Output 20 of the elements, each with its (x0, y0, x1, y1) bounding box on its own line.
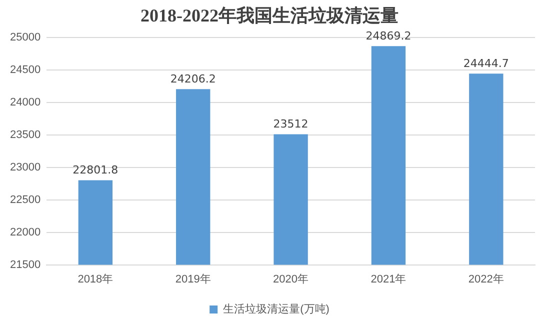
y-tick-label: 24000 (10, 96, 41, 109)
y-tick-label: 24500 (10, 64, 41, 76)
x-tick-label: 2022年 (468, 273, 504, 286)
y-tick-label: 23500 (10, 129, 41, 142)
data-label: 24206.2 (170, 72, 216, 86)
y-tick-label: 22000 (10, 226, 41, 238)
data-label: 24869.2 (366, 29, 412, 42)
chart-title: 2018-2022年我国生活垃圾清运量 (140, 5, 398, 26)
x-tick-label: 2019年 (175, 273, 211, 286)
y-tick-label: 21500 (10, 258, 41, 271)
y-tick-label: 23000 (10, 161, 41, 174)
y-tick-label: 25000 (10, 32, 41, 44)
x-tick-label: 2020年 (273, 273, 309, 286)
data-label: 24444.7 (463, 57, 509, 70)
legend-label: 生活垃圾清运量(万吨) (223, 302, 330, 316)
data-label: 23512 (273, 118, 308, 131)
data-label: 22801.8 (72, 164, 118, 177)
x-tick-label: 2021年 (370, 273, 406, 286)
y-tick-label: 22500 (10, 194, 41, 206)
x-tick-label: 2018年 (78, 273, 114, 286)
